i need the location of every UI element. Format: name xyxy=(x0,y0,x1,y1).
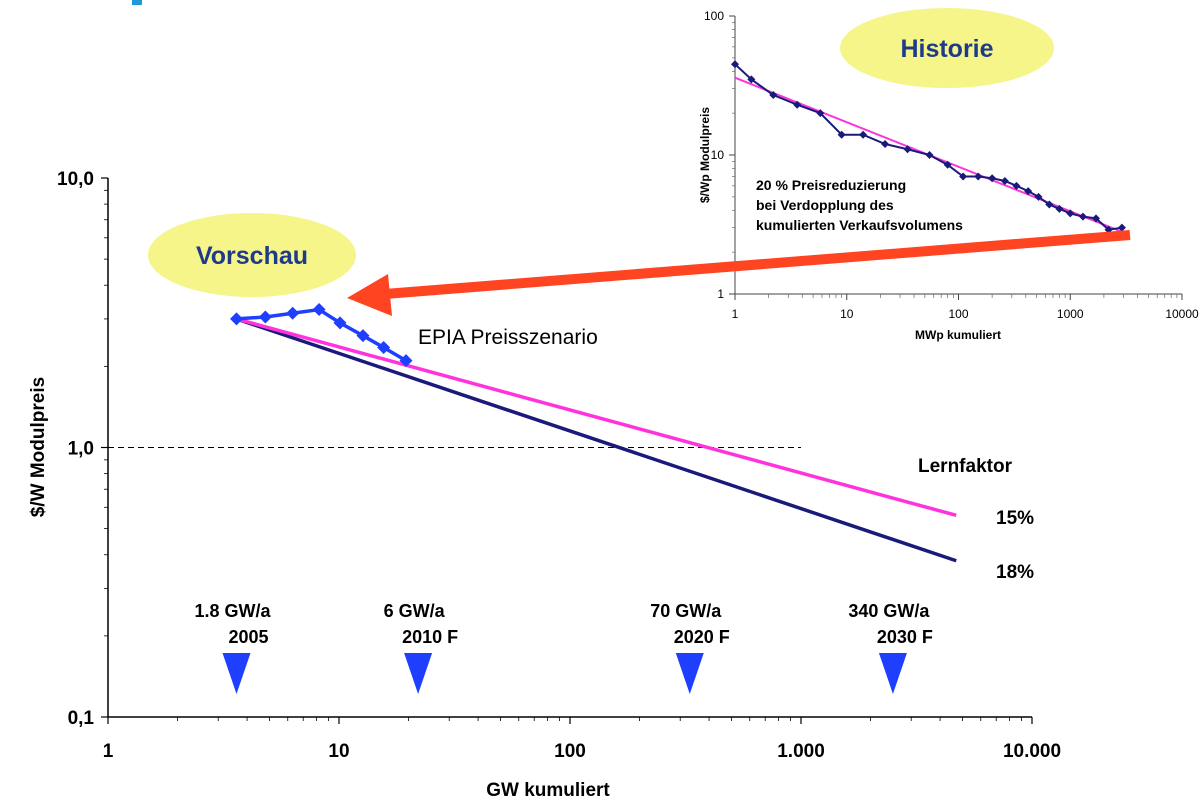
milestone-marker xyxy=(404,653,433,694)
milestone-label: 340 GW/a xyxy=(848,601,930,621)
x-tick-label: 1.000 xyxy=(777,741,825,762)
x-tick-label: 100 xyxy=(554,741,586,762)
historie-ellipse xyxy=(840,8,1054,88)
data-point xyxy=(286,306,300,320)
inset-data-point xyxy=(974,172,983,181)
inset-annotation-line-3: kumulierten Verkaufsvolumens xyxy=(756,217,963,233)
data-point xyxy=(312,303,326,317)
inset-y-tick-label: 100 xyxy=(704,9,724,23)
legend-label-15: 15% xyxy=(996,508,1034,529)
milestone-year: 2020 F xyxy=(674,627,730,647)
data-point xyxy=(333,316,347,330)
inset-data-point xyxy=(769,91,778,100)
inset-y-tick-label: 1 xyxy=(717,287,724,301)
inset-x-axis-label: MWp kumuliert xyxy=(915,328,1001,342)
milestone-year: 2030 F xyxy=(877,627,933,647)
legend-label-18: 18% xyxy=(996,562,1034,583)
arrow-shaft xyxy=(384,230,1131,299)
arrow-head xyxy=(347,274,392,316)
inset-data-point xyxy=(1055,204,1064,213)
x-axis-label: GW kumuliert xyxy=(486,780,610,801)
inset-data-point xyxy=(1117,223,1126,232)
inset-data-point xyxy=(1012,181,1021,190)
inset-annotation-line-2: bei Verdopplung des xyxy=(756,197,894,213)
inset-chart: 1 10 100 1000 10000 1 10 100 MWp kumuliert $/Wp… xyxy=(698,8,1199,342)
inset-data-point xyxy=(1034,192,1043,201)
inset-data-point xyxy=(1066,209,1075,218)
inset-y-tick-label: 10 xyxy=(711,148,725,162)
milestone-year: 2010 F xyxy=(402,627,458,647)
data-point xyxy=(258,310,272,324)
series-label-epia: EPIA Preisszenario xyxy=(418,326,598,349)
y-axis-label: $/W Modulpreis xyxy=(28,377,49,517)
inset-x-tick-label: 100 xyxy=(948,307,968,321)
inset-data-point xyxy=(1092,214,1101,223)
inset-data-point xyxy=(925,151,934,159)
inset-data-point xyxy=(1024,187,1033,196)
data-point xyxy=(230,312,244,326)
milestone-marker xyxy=(222,653,251,694)
inset-x-tick-label: 10 xyxy=(840,307,854,321)
inset-data-point xyxy=(943,160,952,169)
milestone-marker xyxy=(675,653,704,694)
milestone-label: 1.8 GW/a xyxy=(194,601,271,621)
legend-title: Lernfaktor xyxy=(918,456,1013,477)
series-line-15pct xyxy=(236,317,957,518)
series-line-18pct xyxy=(235,317,957,563)
inset-data-point xyxy=(731,60,739,69)
main-chart: 1 10 100 1.000 10.000 0,1 1,0 10,0 1.8 GW/a 2005… xyxy=(28,169,1061,801)
inset-data-point xyxy=(816,109,825,118)
inset-data-point xyxy=(903,145,912,154)
y-tick-label: 1,0 xyxy=(68,439,94,460)
vorschau-label: Vorschau xyxy=(196,242,308,270)
inset-data-point xyxy=(881,139,890,148)
inset-data-point xyxy=(837,130,846,139)
inset-data-point xyxy=(1045,200,1054,209)
vorschau-ellipse xyxy=(148,213,356,297)
inset-data-point xyxy=(793,100,802,109)
inset-annotation-line-1: 20 % Preisreduzierung xyxy=(756,177,906,193)
data-point xyxy=(399,354,413,368)
data-point xyxy=(377,340,391,354)
milestone-label: 6 GW/a xyxy=(384,601,446,621)
inset-data-point xyxy=(1078,212,1087,221)
y-tick-label: 10,0 xyxy=(57,169,94,190)
accent-mark xyxy=(132,0,142,5)
inset-y-axis-label: $/Wp Modulpreis xyxy=(698,107,712,203)
data-point xyxy=(356,329,370,343)
milestone-label: 70 GW/a xyxy=(650,601,722,621)
inset-data-point xyxy=(747,75,756,84)
milestone-year: 2005 xyxy=(228,627,268,647)
inset-x-tick-label: 10000 xyxy=(1165,307,1199,321)
y-tick-label: 0,1 xyxy=(68,708,95,729)
inset-x-tick-label: 1000 xyxy=(1057,307,1084,321)
arrow-historie-to-vorschau xyxy=(347,230,1131,316)
inset-data-point xyxy=(959,172,968,181)
x-tick-label: 10 xyxy=(328,741,349,762)
x-tick-label: 10.000 xyxy=(1003,741,1061,762)
historie-label: Historie xyxy=(900,35,993,63)
inset-x-tick-label: 1 xyxy=(732,307,739,321)
milestone-marker xyxy=(878,653,907,694)
x-tick-label: 1 xyxy=(103,741,114,762)
inset-data-point xyxy=(988,174,997,183)
inset-data-point xyxy=(1000,177,1009,186)
inset-data-point xyxy=(859,130,868,139)
